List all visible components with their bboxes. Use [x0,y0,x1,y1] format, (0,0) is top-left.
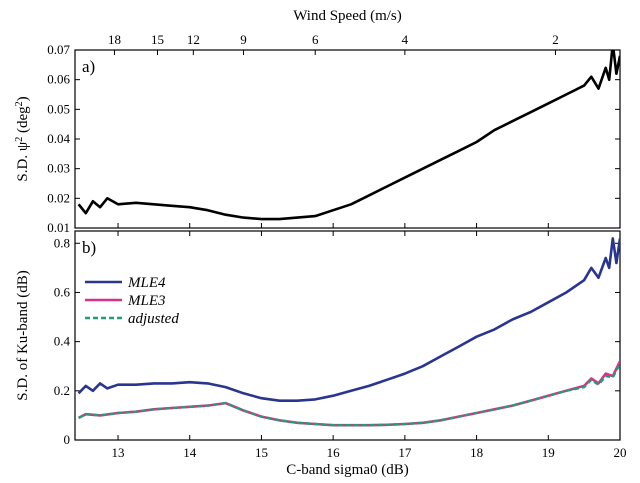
top-tick-label: 18 [108,32,121,47]
y-tick-label: 0.4 [54,334,71,349]
x-tick-label: 17 [398,445,412,460]
x-axis-label: C-band sigma0 (dB) [286,462,408,478]
y-tick-label: 0.2 [54,383,70,398]
top-tick-label: 2 [552,32,559,47]
top-tick-label: 12 [187,32,200,47]
y-tick-label: 0.03 [47,161,70,176]
y-axis-label-sup: 2 [14,137,25,142]
top-axis-label: Wind Speed (m/s) [293,8,402,24]
y-axis-label: S.D. ψ2 (deg2) [14,96,32,181]
mle4-series-line [77,237,620,403]
legend-label-mle4: MLE4 [127,275,166,291]
legend-label-mle3: MLE3 [127,293,166,309]
y-axis-label-part: (deg [15,106,31,137]
x-tick-label: 14 [183,445,197,460]
y-tick-label: 0 [64,432,71,447]
panel-label: a) [82,57,95,76]
y-axis-label-sup: 2 [14,101,25,106]
y-tick-label: 0.07 [47,42,70,57]
y-tick-label: 0.01 [47,220,70,235]
legend-label-adjusted: adjusted [128,311,179,327]
mle3-series-line [78,360,620,427]
y-tick-label: 0.6 [54,284,71,299]
plot-frame-1 [74,49,621,229]
y-tick-label: 0.8 [54,235,70,250]
y-tick-label: 0.04 [47,131,70,146]
psi-sd-series-line [77,50,620,221]
y-tick-label: 0.02 [47,190,70,205]
plot-frame-2 [74,230,621,441]
y-axis-label-part: ) [15,96,31,101]
x-tick-label: 15 [255,445,268,460]
adjusted-series-line [78,363,620,427]
panel-label: b) [82,238,96,257]
x-tick-label: 16 [327,445,341,460]
top-tick-label: 15 [151,32,164,47]
top-tick-label: 9 [240,32,247,47]
y-axis-label: S.D. of Ku-band (dB) [15,270,31,400]
x-tick-label: 20 [614,445,627,460]
x-tick-label: 18 [470,445,483,460]
y-axis-label-part: S.D. ψ [15,141,31,181]
x-tick-label: 19 [542,445,555,460]
top-tick-label: 4 [402,32,409,47]
x-tick-label: 13 [112,445,125,460]
y-tick-label: 0.06 [47,72,70,87]
top-tick-label: 6 [312,32,319,47]
y-tick-label: 0.05 [47,101,70,116]
